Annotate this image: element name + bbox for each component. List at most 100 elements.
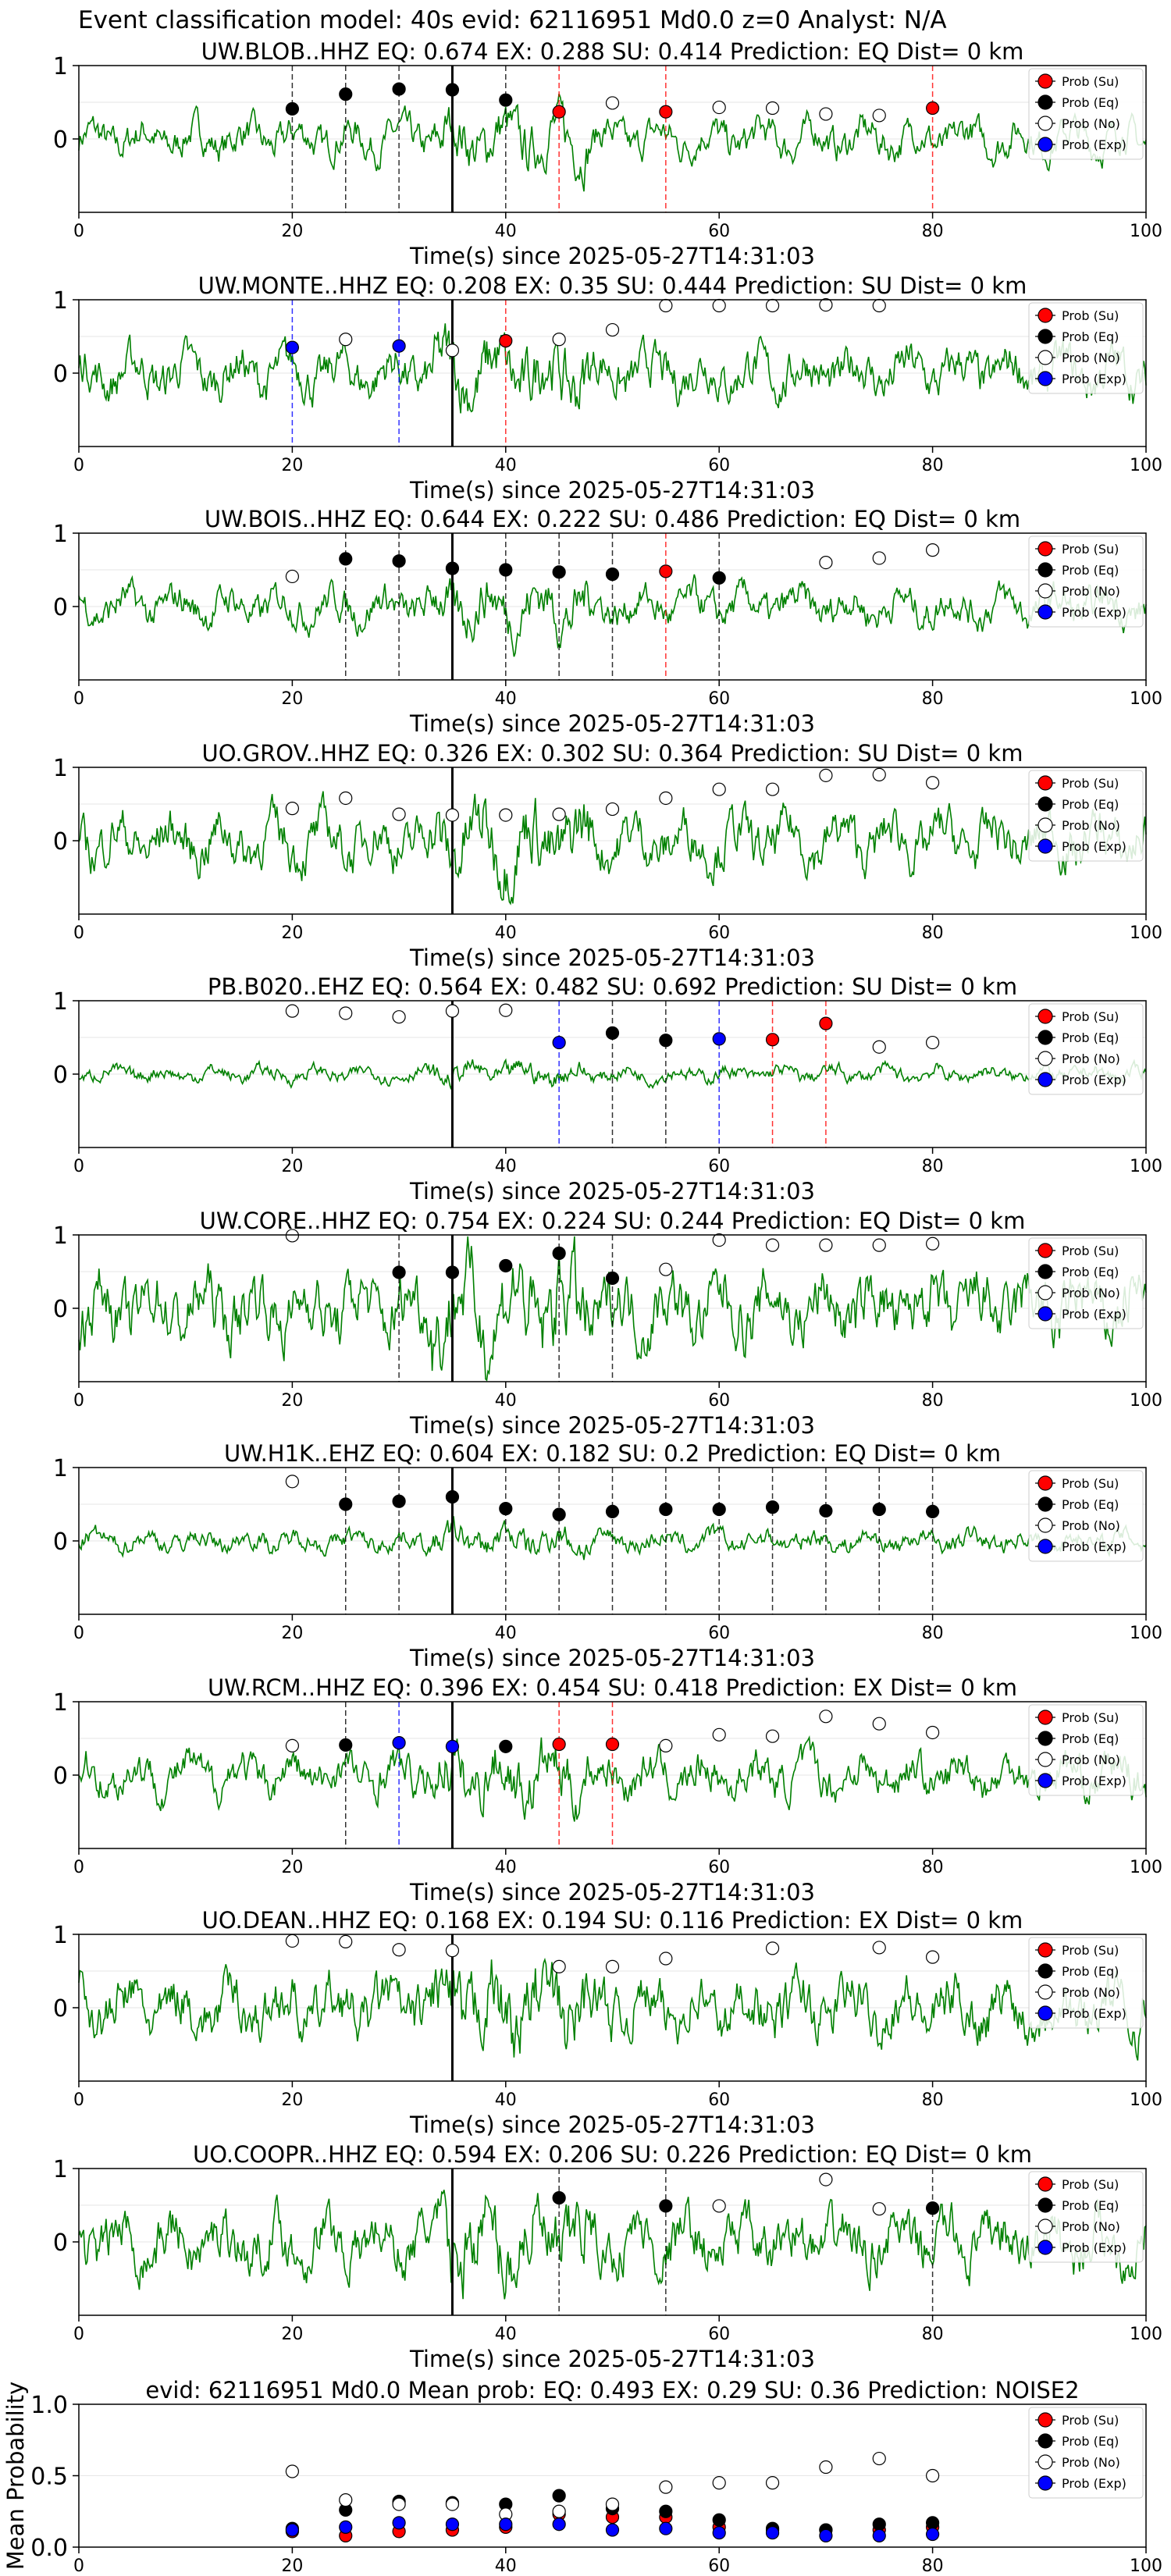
mean-point-no <box>872 2451 886 2466</box>
x-tick-label: 20 <box>281 923 303 943</box>
legend-marker-eq <box>1038 1496 1053 1512</box>
legend-label: Prob (Exp) <box>1062 372 1127 386</box>
prob-point-eq <box>659 2199 673 2213</box>
y-tick-label: 0.0 <box>30 2535 68 2562</box>
mean-point-exp <box>819 2528 833 2542</box>
prob-point-eq <box>339 552 353 566</box>
legend-box <box>1028 302 1144 394</box>
legend-label: Prob (Exp) <box>1062 839 1127 854</box>
prob-point-no <box>872 109 886 123</box>
prob-point-no <box>765 298 780 313</box>
prob-point-no <box>605 1959 620 1973</box>
page-title: Event classification model: 40s evid: 62… <box>78 6 947 34</box>
legend-label: Prob (No) <box>1062 2219 1120 2234</box>
legend-marker-su <box>1038 541 1053 557</box>
x-tick-label: 60 <box>708 1624 730 1643</box>
mean-point-exp <box>712 2526 726 2540</box>
legend-label: Prob (Su) <box>1062 542 1119 557</box>
x-axis-label: Time(s) since 2025-05-27T14:31:03 <box>409 1178 815 1204</box>
prob-point-no <box>925 1236 940 1251</box>
prob-point-no <box>925 1035 940 1050</box>
legend-label: Prob (Eq) <box>1062 329 1119 344</box>
x-tick-label: 100 <box>1130 2556 1162 2576</box>
y-tick-label: 1 <box>53 988 68 1016</box>
prob-point-eq <box>925 2201 940 2215</box>
legend-marker-su <box>1038 2176 1053 2192</box>
panel-5: PB.B020..EHZ EQ: 0.564 EX: 0.482 SU: 0.6… <box>53 973 1162 1204</box>
prob-point-eq <box>712 571 726 585</box>
x-tick-label: 20 <box>281 2090 303 2110</box>
prob-point-no <box>872 551 886 565</box>
x-tick-label: 0 <box>73 2556 84 2576</box>
x-tick-label: 0 <box>73 1391 84 1411</box>
x-tick-label: 60 <box>708 923 730 943</box>
mean-point-exp <box>872 2528 886 2542</box>
legend-marker-no <box>1038 1984 1053 2000</box>
mean-point-eq <box>925 2516 940 2530</box>
legend-box <box>1028 1937 1144 2029</box>
x-tick-label: 80 <box>922 1858 944 1877</box>
x-tick-label: 60 <box>708 1157 730 1176</box>
legend-marker-eq <box>1038 796 1053 812</box>
prob-point-eq <box>605 1026 620 1040</box>
prob-point-no <box>819 1710 833 1724</box>
y-tick-label: 0 <box>53 828 68 856</box>
y-axis-label: Mean Probability <box>2 2382 29 2571</box>
prob-point-eq <box>872 1502 886 1517</box>
x-tick-label: 20 <box>281 1858 303 1877</box>
mean-point-exp <box>659 2521 673 2535</box>
mean-point-exp <box>925 2527 940 2542</box>
waveform-trace <box>78 1236 1147 1382</box>
prob-point-no <box>925 543 940 557</box>
x-tick-label: 0 <box>73 1157 84 1176</box>
legend-label: Prob (No) <box>1062 116 1120 131</box>
x-tick-label: 20 <box>281 1624 303 1643</box>
waveform-trace <box>78 2190 1147 2300</box>
legend-label: Prob (No) <box>1062 2455 1120 2470</box>
legend-label: Prob (No) <box>1062 818 1120 833</box>
legend-marker-eq <box>1038 329 1053 344</box>
prob-point-eq <box>445 1489 460 1504</box>
panel-title: UW.BLOB..HHZ EQ: 0.674 EX: 0.288 SU: 0.4… <box>201 38 1024 65</box>
x-tick-label: 80 <box>922 1157 944 1176</box>
prob-point-su <box>819 1016 833 1030</box>
legend-marker-su <box>1038 1475 1053 1491</box>
x-tick-label: 100 <box>1130 2325 1162 2344</box>
waveform-trace <box>78 1516 1147 1560</box>
legend-marker-su <box>1038 1009 1053 1024</box>
prob-point-eq <box>605 1504 620 1519</box>
x-tick-label: 0 <box>73 689 84 709</box>
legend-label: Prob (Su) <box>1062 1943 1119 1958</box>
panel-10: UO.COOPR..HHZ EQ: 0.594 EX: 0.206 SU: 0.… <box>53 2141 1162 2372</box>
mean-point-no <box>285 2464 299 2478</box>
x-tick-label: 60 <box>708 689 730 709</box>
mean-point-eq <box>659 2504 673 2518</box>
panel-9: UO.DEAN..HHZ EQ: 0.168 EX: 0.194 SU: 0.1… <box>53 1907 1162 2138</box>
x-tick-label: 20 <box>281 1157 303 1176</box>
legend-label: Prob (Exp) <box>1062 2240 1127 2255</box>
legend-marker-exp <box>1038 1539 1053 1554</box>
y-tick-label: 0 <box>53 1763 68 1790</box>
prob-point-no <box>659 1262 673 1276</box>
y-tick-label: 1 <box>53 2156 68 2183</box>
panel-8: UW.RCM..HHZ EQ: 0.396 EX: 0.454 SU: 0.41… <box>53 1674 1162 1905</box>
mean-point-no <box>392 2497 406 2511</box>
panel-title: UO.DEAN..HHZ EQ: 0.168 EX: 0.194 SU: 0.1… <box>202 1907 1023 1934</box>
prob-point-eq <box>605 1271 620 1286</box>
legend-marker-eq <box>1038 94 1053 110</box>
panel-title: UO.GROV..HHZ EQ: 0.326 EX: 0.302 SU: 0.3… <box>202 740 1023 767</box>
mean-point-exp <box>285 2523 299 2537</box>
legend-label: Prob (No) <box>1062 1051 1120 1066</box>
prob-point-no <box>872 1238 886 1252</box>
x-axis-label: Time(s) since 2025-05-27T14:31:03 <box>409 2346 815 2372</box>
y-tick-label: 0 <box>53 2229 68 2257</box>
prob-point-no <box>765 1729 780 1743</box>
x-tick-label: 40 <box>495 2325 517 2344</box>
prob-point-eq <box>392 82 406 96</box>
y-tick-label: 1 <box>53 521 68 548</box>
prob-point-eq <box>925 1504 940 1519</box>
x-tick-label: 40 <box>495 1624 517 1643</box>
mean-point-no <box>605 2497 620 2511</box>
x-tick-label: 0 <box>73 2325 84 2344</box>
prob-point-eq <box>659 1034 673 1048</box>
